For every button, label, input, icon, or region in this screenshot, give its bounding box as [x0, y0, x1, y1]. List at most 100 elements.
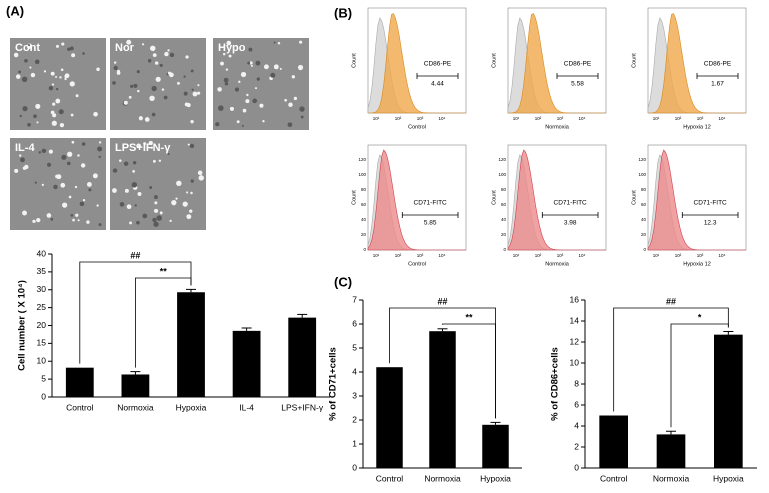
cell: [136, 143, 141, 149]
cell: [222, 52, 226, 56]
y-axis-label: % of CD71+cells: [328, 347, 339, 421]
flow-xtick: 10³: [417, 116, 424, 121]
cell: [167, 152, 170, 156]
cell: [240, 71, 247, 78]
cell: [35, 103, 41, 109]
significance-bracket: [442, 323, 496, 419]
cell: [112, 81, 116, 85]
cell: [129, 221, 132, 225]
flow-sample: Hypoxia 12: [683, 124, 711, 130]
flow-xtick: 10⁴: [719, 116, 726, 121]
cell: [197, 84, 200, 87]
flow-xtick: 10⁴: [439, 253, 446, 258]
cell: [58, 109, 64, 115]
y-tick-label: 35: [37, 266, 47, 276]
cell: [93, 111, 98, 117]
y-tick-label: 2: [352, 414, 357, 424]
x-tick-label: Normoxia: [424, 473, 461, 483]
bar: [121, 374, 150, 397]
cell: [64, 77, 67, 81]
cell: [262, 120, 265, 123]
y-tick-label: 8: [574, 378, 579, 388]
flow-ytick: 40: [361, 217, 367, 222]
flow-ytick: 80: [641, 187, 647, 192]
cell: [113, 61, 117, 64]
y-tick-label: 10: [37, 356, 47, 366]
cell: [72, 218, 75, 222]
cell: [287, 122, 293, 128]
flow-ytick: 100: [498, 172, 506, 177]
cell: [33, 114, 37, 119]
cell: [123, 100, 128, 105]
cell: [13, 52, 19, 58]
panel-label: (B): [334, 5, 352, 20]
cell: [299, 40, 303, 44]
cell: [80, 163, 86, 168]
flow-ylabel: Count: [491, 190, 497, 205]
panel-label: (A): [6, 3, 24, 18]
micrograph-label: Hypo: [218, 42, 246, 54]
cell: [191, 88, 194, 91]
cell: [149, 95, 155, 102]
cell: [70, 113, 74, 117]
bar: [65, 367, 94, 397]
x-tick-label: Normoxia: [653, 473, 690, 483]
cell: [36, 121, 39, 124]
cell: [70, 214, 74, 217]
y-tick-label: 4: [352, 366, 357, 376]
cell: [238, 80, 241, 83]
cell: [43, 70, 47, 73]
cell: [154, 195, 158, 200]
flow-xtick: 10³: [417, 253, 424, 258]
cell: [277, 41, 281, 45]
cell: [55, 98, 61, 104]
cell: [242, 108, 247, 113]
cell: [259, 103, 264, 108]
significance-bracket: [135, 277, 192, 368]
cell: [291, 75, 296, 79]
cell: [38, 151, 41, 154]
histogram-sample: [367, 149, 466, 251]
gate-value: 4.44: [431, 81, 444, 88]
cell: [148, 140, 153, 146]
cell: [69, 46, 74, 51]
cell: [246, 93, 249, 97]
significance-label: ##: [666, 296, 676, 306]
cell: [141, 43, 145, 46]
cell: [158, 159, 162, 162]
bar: [177, 292, 205, 397]
flow-ylabel: Count: [631, 53, 637, 68]
gate-marker: CD71-FITC: [414, 200, 448, 207]
cell: [131, 182, 138, 188]
y-tick-label: 10: [570, 357, 580, 367]
micrograph-label: Cont: [15, 42, 40, 54]
flow-ytick: 0: [643, 247, 646, 252]
cell: [252, 98, 258, 104]
cell: [137, 192, 142, 197]
cell: [175, 197, 178, 200]
cell: [255, 60, 261, 66]
cell: [300, 115, 304, 119]
cell: [249, 61, 253, 65]
cell: [96, 67, 100, 72]
cell: [189, 143, 195, 149]
cell: [53, 184, 58, 190]
cell: [86, 220, 90, 224]
cell: [144, 117, 150, 122]
flow-ytick: 60: [501, 202, 507, 207]
cell: [66, 161, 71, 166]
cell: [293, 96, 298, 101]
cell: [169, 219, 172, 223]
cell: [55, 75, 58, 78]
cell: [151, 112, 156, 117]
cell: [176, 180, 182, 187]
micrograph-label: LPS+IFN-γ: [115, 142, 171, 154]
cell: [192, 91, 198, 97]
cell: [60, 68, 64, 72]
cell: [220, 61, 224, 66]
cell: [75, 213, 79, 217]
flow-ytick: 120: [638, 157, 646, 162]
flow-xtick: 10⁴: [579, 116, 586, 121]
cell: [218, 105, 224, 111]
cell: [112, 168, 118, 173]
